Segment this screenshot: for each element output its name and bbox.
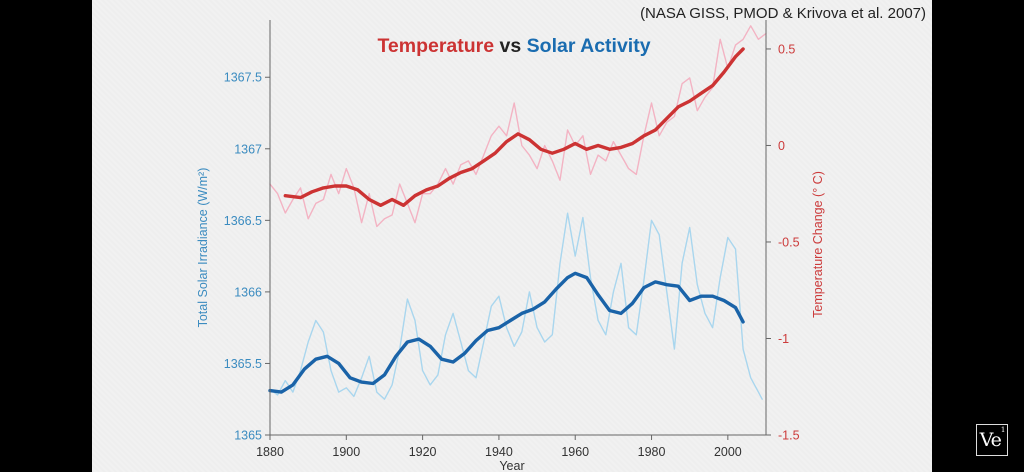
axes-layer: 1880 1900 1920 1940 1960 1980 2000 1365 1365.5 13…	[196, 20, 825, 472]
left-tick-label: 1366	[234, 285, 262, 299]
left-axis-label: Total Solar Irradiance (W/m²)	[196, 168, 210, 328]
left-tick-label: 1365.5	[224, 357, 262, 371]
right-tick-label: -1.5	[778, 429, 800, 443]
watermark-sup: 1	[1000, 426, 1006, 434]
title-part-solar: Solar Activity	[527, 35, 651, 57]
solar-smooth-line	[268, 271, 745, 394]
x-axis-label: Year	[499, 459, 524, 472]
solar-raw-line	[269, 212, 763, 400]
watermark-text: Ve	[979, 429, 1002, 451]
x-tick-label: 1960	[561, 445, 589, 459]
right-tick-label: 0	[778, 139, 785, 153]
right-tick-label: 0.5	[778, 42, 795, 56]
temperature-smooth-line	[283, 47, 745, 208]
left-tick-label: 1367.5	[224, 71, 262, 85]
right-axis-label: Temperature Change (° C)	[811, 171, 825, 318]
x-tick-label: 2000	[714, 445, 742, 459]
chart-frame: (NASA GISS, PMOD & Krivova et al. 2007)	[92, 0, 932, 472]
temperature-raw-line	[269, 25, 767, 228]
x-tick-label: 1920	[409, 445, 437, 459]
title-part-temperature: Temperature	[377, 35, 494, 57]
raw-series-layer	[269, 25, 767, 400]
chart-title: Temperature vs Solar Activity	[377, 35, 650, 57]
x-tick-label: 1940	[485, 445, 513, 459]
channel-watermark-logo[interactable]: Ve1	[976, 424, 1008, 456]
right-tick-label: -1	[778, 332, 789, 346]
x-tick-label: 1900	[332, 445, 360, 459]
source-note: (NASA GISS, PMOD & Krivova et al. 2007)	[640, 5, 926, 22]
x-tick-label: 1980	[638, 445, 666, 459]
title-part-vs: vs	[494, 35, 527, 57]
left-tick-label: 1367	[234, 142, 262, 156]
x-tick-label: 1880	[256, 445, 284, 459]
left-tick-label: 1365	[234, 429, 262, 443]
smooth-series-layer	[268, 47, 745, 394]
right-tick-label: -0.5	[778, 235, 800, 249]
left-tick-label: 1366.5	[224, 214, 262, 228]
